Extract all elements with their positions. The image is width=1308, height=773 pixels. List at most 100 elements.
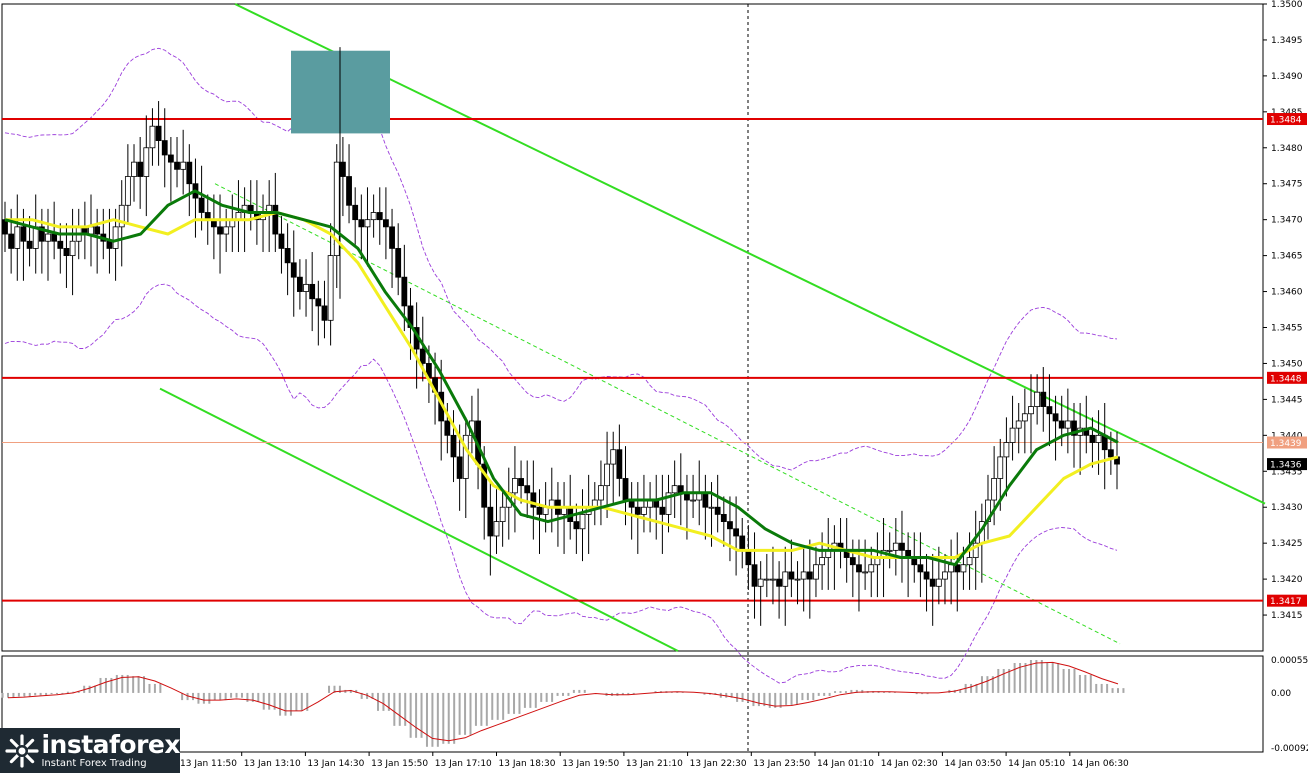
candle [1040,367,1047,432]
fast-moving-average [4,189,1119,567]
candle-body [659,506,666,515]
candle-body [813,564,819,580]
candle-body [278,233,285,249]
candle-body [966,557,973,566]
candle-body [622,478,629,501]
candle-body [161,140,168,156]
candle [14,194,21,281]
candle-body [763,578,770,581]
time-tick-label: 14 Jan 01:10 [817,759,874,769]
candle-body [899,542,905,551]
candle-body [1009,427,1016,443]
candle-body [364,219,371,228]
candle-body [106,240,113,249]
candle-body [389,226,395,249]
time-tick-label: 13 Jan 19:50 [562,759,619,769]
level-tag-2: 1.3417 [1270,597,1302,607]
candle [38,208,45,274]
price-tick-label: 1.3490 [1271,72,1303,82]
candle [757,561,764,626]
candle-body [272,204,279,235]
time-tick-label: 13 Jan 18:30 [499,759,556,769]
candle [720,496,727,547]
oscillator-tick-label: -0.00092 [1271,744,1308,754]
candle [57,223,64,274]
candle [813,546,819,598]
candle-body [536,506,543,515]
candle-body [1089,434,1096,443]
candle [690,474,696,519]
candle [383,187,389,260]
candle [321,280,328,339]
candle [524,460,531,519]
candle-body [131,161,137,177]
candle [1015,402,1022,454]
lower-band [4,283,1118,684]
candle-body [284,248,291,264]
candle-body [512,478,518,494]
candle-body [972,542,979,558]
candle-body [518,478,524,487]
candle-body [690,499,696,502]
candle [800,546,807,612]
candle [376,187,383,245]
candle [69,208,76,296]
candle [1034,374,1041,425]
candle [1071,402,1077,468]
level-tag-1: 1.3448 [1270,374,1302,384]
candle [1064,388,1071,454]
candle [186,144,193,217]
candle-body [849,557,856,566]
candle [352,187,359,245]
candle [794,561,801,605]
candle-body [401,276,408,307]
candle [806,539,813,619]
candle-body [788,571,795,580]
candle-body [296,276,303,292]
candle [530,460,537,540]
price-tick-label: 1.3435 [1271,467,1303,477]
candle-body [782,571,789,587]
candle [868,546,875,598]
candle-body [1046,406,1053,415]
candle-body [524,485,531,494]
candle-body [942,571,948,580]
candle-body [892,542,899,551]
candle [972,510,979,590]
price-tick-label: 1.3415 [1271,611,1303,621]
candle-body [997,456,1004,479]
candle-body [1071,420,1077,436]
candle-body [727,521,733,530]
candle-body [671,485,678,494]
candle-body [358,219,365,228]
candle-body [1095,434,1102,443]
candle [450,410,457,483]
candle-body [770,578,776,581]
candle [579,489,586,562]
candle [727,496,733,562]
candle-body [315,298,322,307]
candle [714,474,721,533]
candle-body [1028,406,1034,415]
candle [616,424,623,497]
price-tick-label: 1.3475 [1271,180,1303,190]
candle [604,431,610,519]
candle-body [1040,391,1047,407]
candle [389,208,395,288]
candle [303,259,309,317]
candle-body [124,176,131,206]
candle-body [819,557,826,566]
price-tick-label: 1.3495 [1271,36,1303,46]
candle [929,553,936,626]
candle-body [579,514,586,530]
level-tag-2-bg [1267,594,1307,607]
candle-body [223,226,230,235]
candle [137,136,144,209]
candle [819,532,826,590]
candle-body [714,506,721,515]
candle [899,510,905,583]
candle-body [610,449,617,465]
candle-body [481,463,488,508]
candle [278,216,285,274]
candle-body [634,506,641,515]
